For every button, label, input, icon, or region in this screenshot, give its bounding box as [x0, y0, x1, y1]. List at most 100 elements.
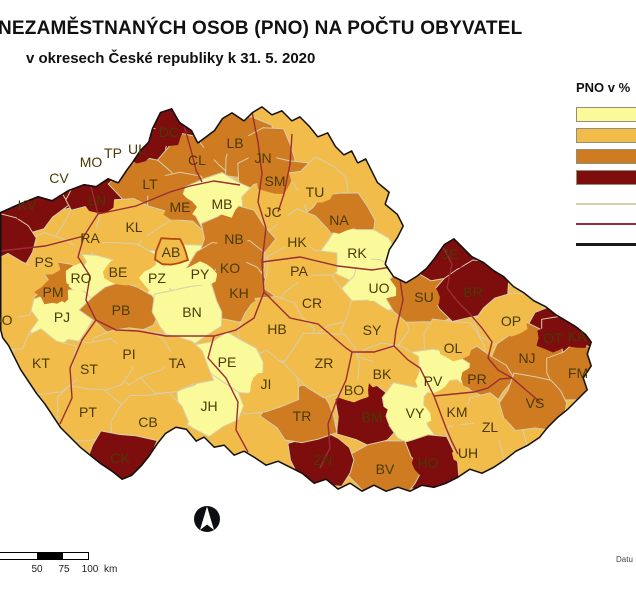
district-core: [84, 187, 114, 213]
district-core: [411, 448, 448, 475]
district-label-SY: SY: [363, 322, 382, 338]
district-core: [130, 410, 168, 437]
district-label-LN: LN: [88, 192, 106, 208]
district-label-JH: JH: [200, 398, 217, 414]
legend-line-kraj-boundary: [576, 223, 636, 225]
district-label-NB: NB: [224, 231, 243, 247]
district-label-RA: RA: [80, 230, 100, 246]
district-label-PA: PA: [290, 263, 308, 279]
district-label-BM: BM: [362, 409, 383, 425]
north-arrow-icon: [194, 506, 220, 532]
district-core: [507, 346, 543, 373]
district-label-JE: JE: [442, 246, 458, 262]
district-label-HO: HO: [418, 455, 439, 471]
district-core: [353, 316, 386, 343]
district-label-AB: AB: [162, 244, 181, 260]
datum-note: Datu: [616, 555, 633, 564]
district-label-CR: CR: [302, 295, 322, 311]
district-label-TR: TR: [293, 408, 312, 424]
district-label-RK: RK: [347, 245, 367, 261]
district-core: [282, 230, 314, 257]
kraj-boundary-line: [59, 319, 97, 425]
district-label-KL: KL: [125, 219, 142, 235]
district-core: [516, 390, 555, 416]
district-core: [191, 392, 226, 418]
district-label-OP: OP: [501, 313, 521, 329]
district-core: [71, 396, 108, 428]
district-label-BK: BK: [373, 366, 392, 382]
district-label-PT: PT: [79, 404, 97, 420]
district-label-PS: PS: [35, 254, 54, 270]
district-core: [452, 440, 483, 467]
scale-bar: 50 75 100 km: [0, 552, 120, 582]
district-label-SU: SU: [414, 289, 433, 305]
district-label-JC: JC: [264, 204, 281, 220]
district-core: [415, 367, 450, 394]
kraj-boundary-line: [393, 265, 404, 347]
legend-swatch-class-4-highest: [576, 170, 636, 185]
district-label-NJ: NJ: [518, 350, 535, 366]
district-core: [406, 283, 440, 313]
district-core: [366, 361, 400, 388]
district-label-CB: CB: [138, 414, 157, 430]
district-label-PB: PB: [112, 302, 131, 318]
kraj-boundary-line: [319, 351, 353, 469]
district-core: [101, 294, 138, 326]
district-core: [536, 323, 569, 353]
kraj-boundary-line: [433, 377, 513, 397]
district-label-PI: PI: [122, 346, 135, 362]
district-core: [217, 223, 248, 255]
district-core: [224, 278, 256, 309]
district-label-UH: UH: [458, 445, 478, 461]
kraj-boundary-line: [277, 133, 293, 213]
district-core: [398, 397, 432, 430]
district-label-BN: BN: [182, 304, 201, 320]
district-core: [438, 334, 472, 362]
kraj-boundary-line: [207, 335, 249, 453]
district-label-PZ: PZ: [148, 270, 166, 286]
district-core: [282, 259, 313, 283]
district-label-JN: JN: [254, 150, 271, 166]
district-label-JI: JI: [261, 376, 272, 392]
district-core: [172, 298, 208, 326]
district-label-BR: BR: [463, 284, 482, 300]
district-label-PJ: PJ: [54, 309, 70, 325]
district-label-KM: KM: [447, 404, 468, 420]
district-core: [283, 401, 318, 430]
scale-unit: km: [104, 564, 118, 575]
district-label-MO: MO: [80, 154, 103, 170]
kraj-boundary-line: [97, 180, 241, 215]
district-core: [216, 132, 250, 156]
district-core: [121, 213, 153, 241]
map-legend: PNO v %: [576, 80, 636, 246]
district-label-TU: TU: [306, 184, 325, 200]
district-core: [362, 272, 397, 302]
district-core: [438, 399, 476, 427]
legend-line-state-boundary: [576, 243, 636, 246]
district-core: [355, 401, 389, 432]
kraj-boundary-line: [263, 291, 395, 353]
district-core: [304, 446, 340, 474]
kraj-boundary-line: [251, 111, 267, 263]
page-title: NEZAMĚSTNANÝCH OSOB (PNO) NA POČTU OBYVA…: [0, 18, 523, 39]
district-core: [181, 147, 214, 176]
district-label-NA: NA: [329, 212, 349, 228]
district-core: [163, 191, 197, 220]
district-core: [27, 248, 61, 275]
district-core: [101, 444, 134, 471]
district-core: [71, 357, 106, 382]
district-label-PV: PV: [424, 373, 443, 389]
district-core: [154, 237, 189, 266]
district-core: [250, 372, 283, 399]
district-core: [323, 207, 356, 234]
district-core: [309, 349, 342, 380]
district-label-UO: UO: [369, 280, 390, 296]
legend-swatch-class-3: [576, 149, 636, 164]
district-core: [260, 315, 294, 345]
district-label-UL: UL: [128, 141, 146, 157]
district-core: [473, 416, 509, 441]
district-label-BE: BE: [109, 264, 128, 280]
district-label-TA: TA: [169, 355, 187, 371]
district-label-TP: TP: [104, 145, 122, 161]
district-label-LT: LT: [142, 176, 158, 192]
